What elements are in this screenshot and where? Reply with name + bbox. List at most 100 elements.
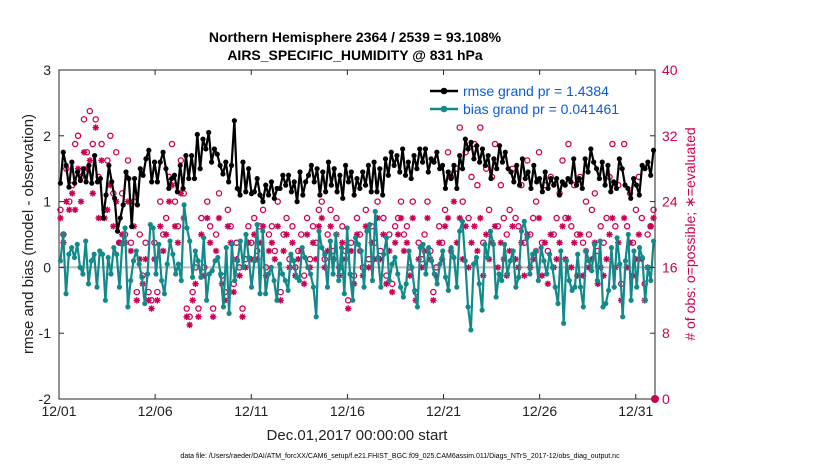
- rmse-point: [351, 192, 357, 198]
- obs-possible-point: [136, 231, 143, 238]
- rmse-point: [243, 189, 249, 195]
- obs-possible-point: [579, 239, 587, 246]
- obs-evaluated-point: [124, 198, 132, 205]
- rmse-point: [542, 169, 548, 175]
- x-tick-label: 12/11: [234, 403, 268, 419]
- rmse-point: [374, 189, 380, 195]
- obs-evaluated-point: [98, 157, 105, 164]
- obs-possible-point: [512, 214, 519, 222]
- bias-point: [111, 245, 117, 251]
- rmse-point: [151, 159, 158, 165]
- bias-point: [302, 254, 308, 261]
- obs-evaluated-point: [300, 280, 308, 288]
- obs-evaluated-point: [83, 165, 91, 172]
- obs-evaluated-point: [86, 157, 94, 164]
- rmse-point: [69, 159, 75, 165]
- rmse-point: [154, 179, 160, 185]
- legend-rmse-marker: [440, 87, 448, 95]
- bias-point: [462, 258, 468, 264]
- obs-possible-point: [86, 107, 94, 115]
- obs-evaluated-point: [436, 239, 443, 246]
- bias-point: [203, 297, 210, 303]
- obs-possible-point: [477, 124, 484, 131]
- rmse-point: [254, 175, 260, 182]
- obs-possible-point: [142, 239, 149, 246]
- bias-point: [229, 241, 235, 247]
- rmse-point: [405, 159, 411, 165]
- rmse-point: [633, 182, 640, 188]
- obs-evaluated-point: [177, 190, 185, 197]
- obs-evaluated-point: [459, 255, 466, 263]
- bias-point: [372, 208, 378, 215]
- rmse-point: [468, 139, 474, 145]
- bias-point: [634, 284, 640, 290]
- bias-point: [414, 304, 421, 310]
- rmse-point: [217, 162, 223, 169]
- bias-point: [237, 238, 243, 244]
- bias-point: [440, 248, 446, 254]
- rmse-point: [331, 166, 337, 172]
- obs-evaluated-point: [207, 239, 214, 246]
- bias-point: [192, 248, 198, 254]
- rmse-point: [539, 189, 545, 195]
- obs-possible-point: [300, 272, 308, 279]
- bias-line: [59, 203, 655, 332]
- obs-evaluated-point: [107, 181, 114, 189]
- rmse-point: [528, 185, 534, 192]
- rmse-point: [382, 156, 389, 162]
- bias-point: [563, 258, 570, 264]
- obs-evaluated-point: [365, 264, 372, 271]
- bias-point: [99, 251, 106, 257]
- obs-possible-point: [113, 148, 120, 156]
- bias-point: [400, 294, 406, 300]
- bias-point: [105, 254, 111, 261]
- bias-point: [257, 291, 263, 297]
- y-tick-label: 1: [43, 194, 51, 210]
- bias-point: [527, 271, 533, 277]
- rmse-point: [163, 166, 169, 172]
- rmse-point: [348, 169, 354, 175]
- rmse-point: [608, 189, 614, 195]
- rmse-point: [265, 192, 272, 198]
- obs-evaluated-point: [145, 297, 152, 304]
- obs-evaluated-point: [192, 280, 199, 288]
- bias-point: [577, 284, 584, 290]
- rmse-point: [314, 166, 320, 172]
- obs-evaluated-point: [318, 214, 325, 222]
- bias-point: [457, 228, 463, 234]
- bias-point: [364, 228, 370, 234]
- rmse-point: [482, 162, 488, 169]
- rmse-point: [171, 172, 178, 178]
- bias-point: [459, 218, 466, 224]
- obs-possible-point: [485, 206, 493, 214]
- obs-evaluated-point: [92, 124, 99, 131]
- obs-possible-point: [198, 214, 205, 222]
- obs-possible-point: [444, 148, 452, 156]
- rmse-point: [536, 175, 543, 182]
- obs-possible-point: [609, 140, 616, 148]
- obs-possible-point: [183, 305, 190, 312]
- rmse-point: [174, 189, 180, 195]
- bias-point: [175, 261, 182, 267]
- rmse-point: [576, 175, 583, 182]
- rmse-point: [368, 189, 374, 195]
- plot-frame: [58, 69, 656, 400]
- obs-possible-point: [474, 181, 481, 189]
- bias-point: [350, 297, 356, 303]
- rmse-point: [397, 169, 403, 175]
- y-tick-label: -2: [39, 391, 52, 407]
- obs-evaluated-point: [397, 214, 405, 222]
- obs-evaluated-point: [245, 239, 252, 246]
- obs-evaluated-point: [66, 206, 73, 214]
- bias-series: [57, 202, 657, 333]
- rmse-point: [522, 175, 528, 182]
- bias-point: [479, 307, 485, 313]
- obs-evaluated-point: [89, 190, 96, 197]
- obs-evaluated-point: [327, 223, 334, 230]
- obs-evaluated-point: [265, 247, 273, 255]
- rmse-point: [342, 162, 349, 169]
- bias-point: [246, 254, 252, 261]
- obs-evaluated-point: [280, 247, 287, 255]
- rmse-point: [485, 152, 491, 159]
- y-axis-left: -2 -1 0 1 2 3: [39, 62, 64, 407]
